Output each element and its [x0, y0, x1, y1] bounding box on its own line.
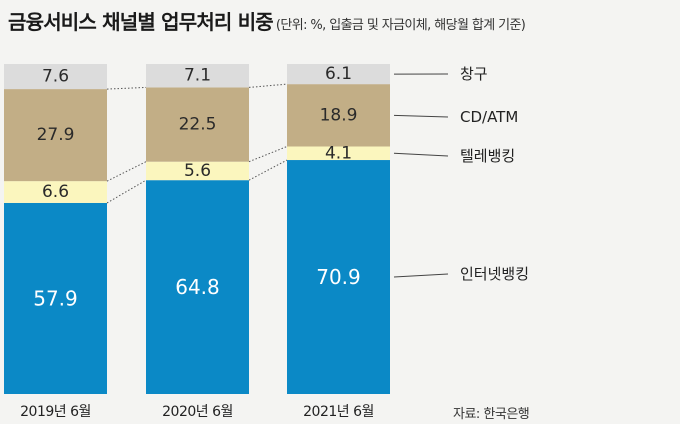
category-label-2: 2020년 6월 — [162, 404, 233, 420]
value-label-텔레뱅킹-3: 4.1 — [325, 143, 352, 163]
segment-labels: 57.9 6.6 27.9 7.6 64.8 5.6 22.5 7.1 70.9 4.1 18.9 6… — [33, 64, 361, 310]
bar-텔레뱅킹-2 — [146, 161, 249, 181]
value-label-창구-2: 7.1 — [184, 66, 211, 86]
connector-line — [106, 161, 147, 182]
value-label-cd-atm-1: 27.9 — [37, 125, 75, 145]
chart-title-row: 금융서비스 채널별 업무처리 비중 (단위: %, 입출금 및 자금이체, 해당월… — [8, 6, 676, 35]
chart-subtitle: (단위: %, 입출금 및 자금이체, 해당월 합계 기준) — [275, 18, 526, 33]
connector-line — [248, 159, 288, 181]
value-label-cd-atm-3: 18.9 — [320, 105, 358, 125]
chart-title: 금융서비스 채널별 업무처리 비중 — [8, 10, 274, 34]
connector-line — [106, 86, 147, 90]
bar-cd-atm-3 — [287, 84, 390, 147]
bar-인터넷뱅킹-2 — [146, 180, 249, 394]
bar-창구-2 — [146, 64, 249, 88]
bar-cd-atm-1 — [4, 89, 107, 182]
source-label: 자료: 한국은행 — [453, 406, 529, 422]
value-label-창구-3: 6.1 — [325, 64, 352, 84]
connector-lines — [106, 83, 288, 204]
bar-텔레뱅킹-1 — [4, 181, 107, 203]
legend-item-cd-atm: CD/ATM — [460, 108, 518, 126]
bar-인터넷뱅킹-1 — [4, 202, 107, 394]
value-label-텔레뱅킹-1: 6.6 — [42, 182, 69, 202]
bar-인터넷뱅킹-3 — [287, 160, 390, 394]
value-label-인터넷뱅킹-1: 57.9 — [33, 286, 78, 310]
bar-cd-atm-2 — [146, 87, 249, 162]
legend-item-텔레뱅킹: 텔레뱅킹 — [460, 147, 515, 165]
value-label-창구-1: 7.6 — [42, 67, 69, 87]
bar-창구-1 — [4, 64, 107, 90]
connector-line — [248, 83, 288, 88]
category-label-3: 2021년 6월 — [303, 404, 374, 420]
bars — [4, 64, 390, 394]
value-label-인터넷뱅킹-3: 70.9 — [316, 265, 361, 289]
legend-item-창구: 창구 — [460, 65, 488, 83]
category-label-1: 2019년 6월 — [20, 404, 91, 420]
connector-line — [106, 179, 147, 204]
legend-leader-cd-atm — [393, 114, 449, 118]
connector-line — [248, 146, 288, 163]
legend-leader-인터넷뱅킹 — [393, 273, 449, 278]
legend-item-인터넷뱅킹: 인터넷뱅킹 — [460, 265, 529, 283]
value-label-cd-atm-2: 22.5 — [179, 115, 217, 135]
value-label-텔레뱅킹-2: 5.6 — [184, 161, 211, 181]
value-label-인터넷뱅킹-2: 64.8 — [175, 275, 220, 299]
bar-창구-3 — [287, 64, 390, 85]
legend-leader-텔레뱅킹 — [393, 152, 449, 157]
category-labels: 2019년 6월 2020년 6월 2021년 6월 — [20, 404, 374, 420]
legend: 인터넷뱅킹 텔레뱅킹 CD/ATM 창구 — [393, 65, 529, 283]
bar-텔레뱅킹-3 — [287, 146, 390, 161]
